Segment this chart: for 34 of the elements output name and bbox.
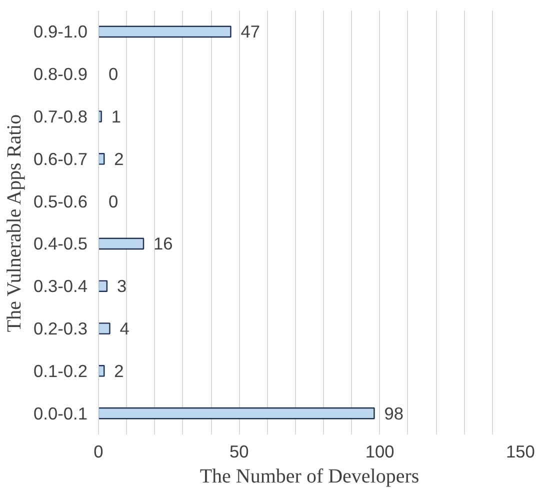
x-tick-label: 50	[230, 442, 249, 462]
bar	[98, 280, 108, 292]
y-tick-label: 0.3-0.4	[34, 276, 88, 296]
bar	[98, 26, 232, 38]
data-label: 16	[154, 234, 173, 254]
bar	[98, 365, 105, 377]
data-label: 1	[111, 106, 121, 126]
bar	[98, 407, 375, 420]
bar	[98, 153, 105, 165]
y-axis-title: The Vulnerable Apps Ratio	[4, 114, 26, 332]
data-label: 98	[384, 403, 404, 424]
data-label: 2	[114, 360, 124, 381]
x-tick-label: 150	[506, 442, 535, 462]
y-tick-label: 0.0-0.1	[34, 403, 88, 424]
y-tick-label: 0.4-0.5	[34, 234, 88, 254]
data-label: 2	[114, 148, 124, 169]
y-tick-label: 0.1-0.2	[34, 360, 88, 381]
y-tick-label: 0.5-0.6	[34, 191, 88, 212]
y-tick-label: 0.9-1.0	[34, 22, 88, 42]
bar	[98, 322, 110, 334]
data-label: 0	[108, 64, 118, 84]
y-tick-label: 0.2-0.3	[34, 318, 88, 338]
x-tick-label: 0	[94, 442, 104, 462]
x-axis-title: The Number of Developers	[200, 466, 420, 488]
y-tick-label: 0.6-0.7	[34, 148, 88, 169]
data-label: 4	[120, 318, 130, 338]
data-label: 47	[240, 22, 260, 42]
data-label: 3	[116, 276, 127, 296]
bar	[98, 110, 102, 122]
y-tick-label: 0.8-0.9	[34, 64, 88, 84]
x-tick-label: 100	[365, 442, 394, 462]
y-tick-label: 0.7-0.8	[34, 106, 88, 126]
bar	[98, 238, 144, 250]
data-label: 0	[108, 191, 118, 212]
